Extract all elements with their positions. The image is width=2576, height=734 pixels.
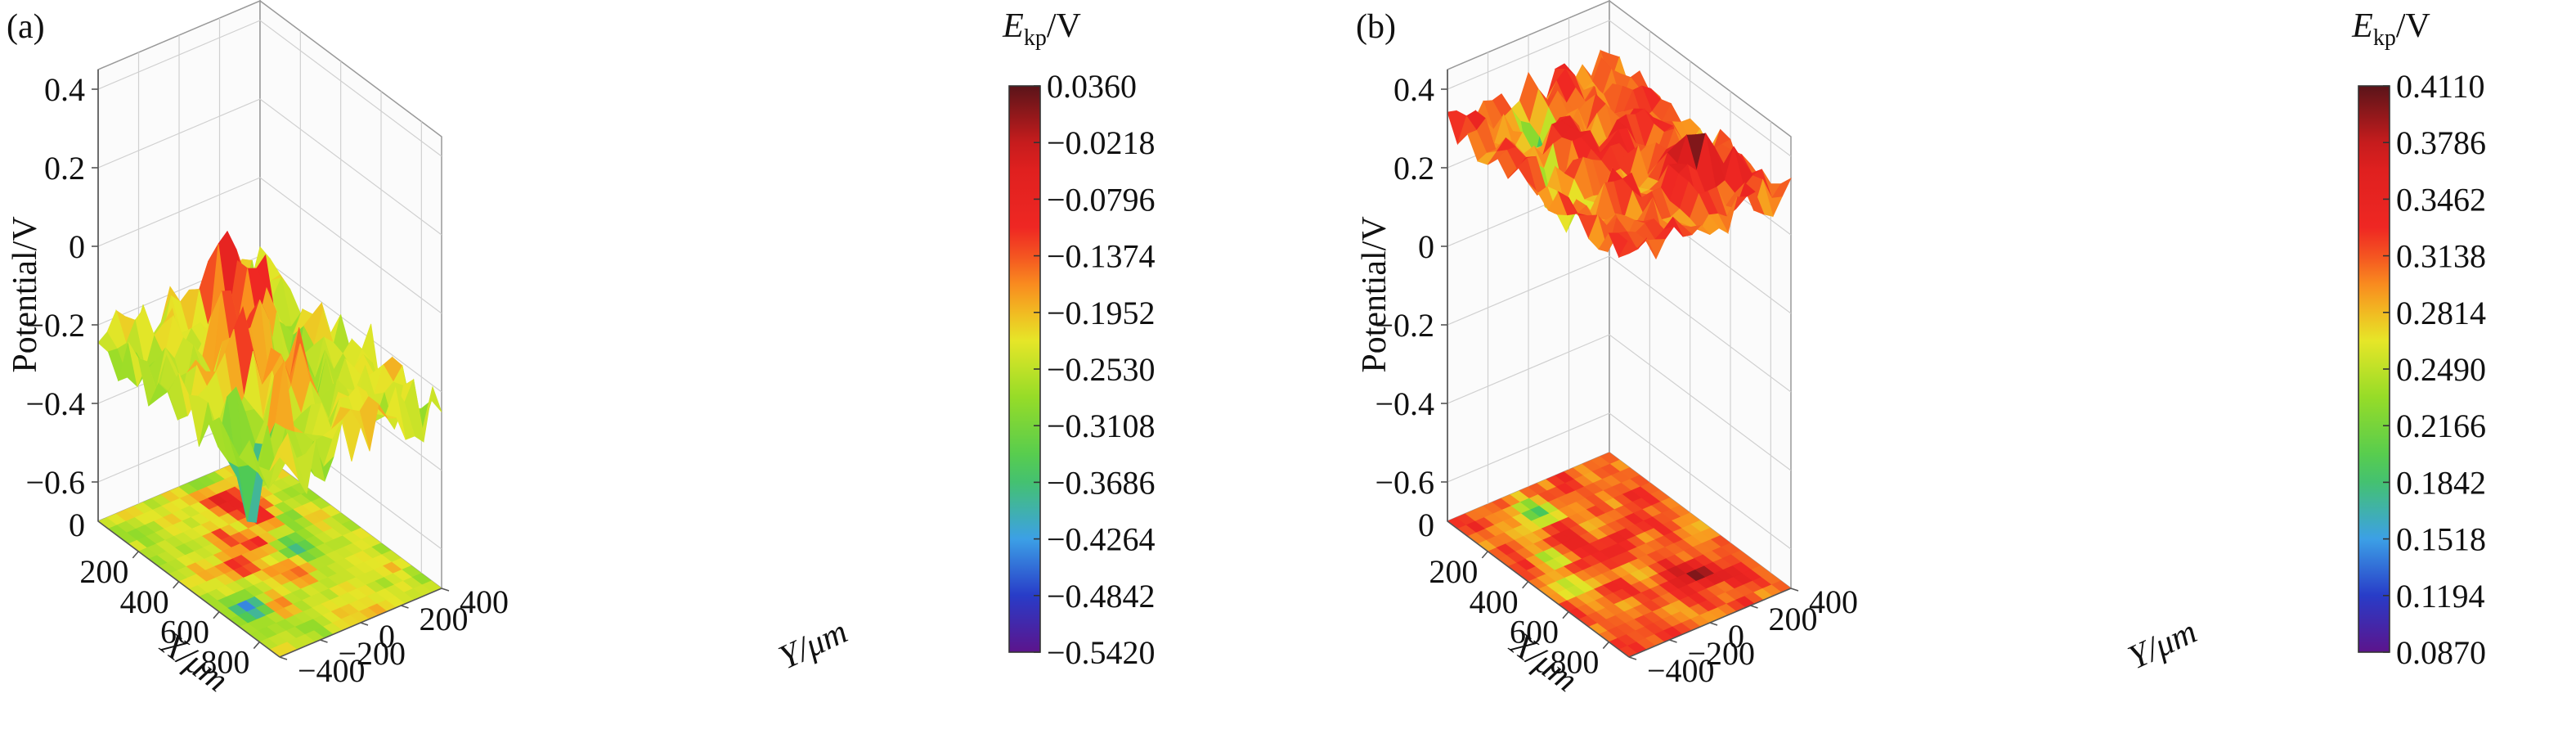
colorbar-tick-label: 0.3462 xyxy=(2396,181,2486,218)
y-tick-label: 400 xyxy=(460,583,509,620)
x-tick-label: 400 xyxy=(120,583,169,620)
x-tick xyxy=(213,611,220,619)
x-tick-label: 600 xyxy=(1510,614,1559,651)
y-tick-label: −200 xyxy=(1688,635,1756,672)
x-tick xyxy=(1481,551,1488,559)
x-tick-label: 800 xyxy=(200,644,249,681)
x-tick-label: 200 xyxy=(1429,553,1478,590)
colorbar-tick-label: −0.4842 xyxy=(1047,578,1156,615)
colorbar-title-unit: /V xyxy=(1047,7,1081,45)
colorbar-tick-label: 0.4110 xyxy=(2396,68,2485,105)
z-tick-label: 0.2 xyxy=(1393,150,1434,187)
colorbar-tick-label: 0.3786 xyxy=(2396,124,2486,161)
y-tick-label: 200 xyxy=(420,601,469,637)
y-tick-label: −400 xyxy=(298,652,366,689)
y-tick xyxy=(1790,588,1799,592)
y-tick-label: −400 xyxy=(1647,652,1715,689)
colorbar-title: Ekp/V xyxy=(1002,7,1081,51)
colorbar-tick-label: 0.3138 xyxy=(2396,238,2486,275)
z-origin-label: 0 xyxy=(1418,507,1434,543)
x-axis-line xyxy=(1447,520,1630,658)
colorbar-tick-label: −0.2530 xyxy=(1047,351,1156,388)
colorbar-tick-label: 0.0360 xyxy=(1047,68,1137,105)
floor-contour xyxy=(1447,452,1792,658)
surface-cell xyxy=(269,448,289,471)
y-tick-label: 400 xyxy=(1809,583,1858,620)
x-tick-label: 400 xyxy=(1470,583,1519,620)
colorbar-tick-label: 0.1518 xyxy=(2396,521,2486,558)
y-tick xyxy=(1669,639,1677,643)
y-axis-title: Y/μm xyxy=(2123,613,2203,677)
z-axis-title: Potential/V xyxy=(7,216,44,372)
x-tick-label: 600 xyxy=(160,614,209,651)
colorbar-title-symbol: E xyxy=(1002,7,1024,45)
y-tick xyxy=(401,605,409,609)
colorbar-tick-label: −0.0218 xyxy=(1047,124,1156,161)
colorbar-tick-label: −0.5420 xyxy=(1047,634,1156,671)
colorbar-tick-label: 0.2814 xyxy=(2396,295,2486,331)
z-tick-label: 0.4 xyxy=(44,71,85,108)
x-tick xyxy=(132,551,139,559)
colorbar-tick-label: −0.3686 xyxy=(1047,464,1156,501)
panel-b: 0.40.20−0.2−0.4−0.602004006008004002000−… xyxy=(1356,0,2486,700)
y-tick xyxy=(320,639,328,643)
y-tick xyxy=(279,656,288,660)
z-tick-label: −0.6 xyxy=(1375,464,1434,501)
colorbar-title-subscript: kp xyxy=(1024,25,1047,51)
z-axis-title: Potential/V xyxy=(1356,216,1393,372)
colorbar-tick-label: −0.1374 xyxy=(1047,238,1156,275)
y-axis-title: Y/μm xyxy=(774,613,854,677)
y-tick xyxy=(360,622,369,626)
y-tick-label: 0 xyxy=(379,618,395,655)
colorbar-title-unit: /V xyxy=(2396,7,2430,45)
y-tick xyxy=(1750,605,1758,609)
x-tick xyxy=(1522,581,1529,589)
panel-label: (b) xyxy=(1356,8,1396,46)
x-tick xyxy=(1602,642,1609,650)
z-tick-label: −0.4 xyxy=(1375,385,1434,422)
x-tick-label: 200 xyxy=(79,553,128,590)
z-tick-label: 0.2 xyxy=(44,150,85,187)
z-tick-label: 0.4 xyxy=(1393,71,1434,108)
z-origin-label: 0 xyxy=(69,507,85,543)
y-tick-label: −200 xyxy=(339,635,406,672)
colorbar-tick-label: −0.3108 xyxy=(1047,408,1156,444)
x-tick xyxy=(253,642,260,650)
panel-label: (a) xyxy=(7,8,45,46)
colorbar-title-subscript: kp xyxy=(2373,25,2396,51)
surface-cell xyxy=(1618,241,1639,259)
colorbar-tick-label: −0.1952 xyxy=(1047,295,1156,331)
y-tick xyxy=(1709,622,1718,626)
x-axis-line xyxy=(97,520,280,658)
surface xyxy=(1447,49,1792,260)
colorbar-tick-label: −0.0796 xyxy=(1047,181,1156,218)
y-tick xyxy=(1628,656,1637,660)
panel-a: 0.40.20−0.2−0.4−0.602004006008004002000−… xyxy=(7,0,1156,700)
x-tick xyxy=(173,581,180,589)
colorbar-title-symbol: E xyxy=(2351,7,2373,45)
x-tick xyxy=(1562,611,1569,619)
colorbar-tick-label: −0.4264 xyxy=(1047,521,1156,558)
colorbar-tick-label: 0.1842 xyxy=(2396,464,2486,501)
z-tick-label: −0.2 xyxy=(25,307,85,344)
z-tick-label: −0.4 xyxy=(25,385,85,422)
surface xyxy=(97,230,442,523)
y-tick xyxy=(441,588,450,592)
colorbar-tick-label: 0.2490 xyxy=(2396,351,2486,388)
colorbar-title: Ekp/V xyxy=(2351,7,2430,51)
colorbar-tick-label: 0.2166 xyxy=(2396,408,2486,444)
z-tick-label: 0 xyxy=(69,228,85,265)
colorbar-tick-label: 0.1194 xyxy=(2396,578,2485,615)
z-tick-label: −0.2 xyxy=(1375,307,1434,344)
z-tick-label: 0 xyxy=(1418,228,1434,265)
y-tick-label: 0 xyxy=(1728,618,1744,655)
z-tick-label: −0.6 xyxy=(25,464,85,501)
y-tick-label: 200 xyxy=(1769,601,1818,637)
x-tick-label: 800 xyxy=(1550,644,1599,681)
colorbar-tick-label: 0.0870 xyxy=(2396,634,2486,671)
